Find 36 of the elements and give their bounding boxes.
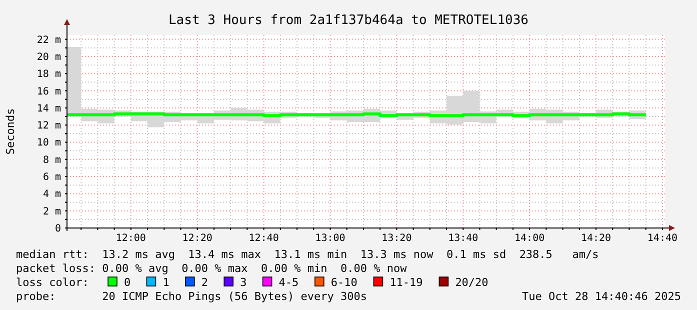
x-tick-label: 13:20 [382,233,412,244]
y-tick-label: 16 m [36,86,61,98]
legend-label: 6-10 [330,276,358,289]
y-tick-label: 12 m [36,120,61,132]
x-tick-label: 12:20 [182,233,212,244]
legend-label: 0 [124,276,131,289]
y-tick-label: 14 m [36,103,61,114]
x-tick-label: 13:40 [448,233,478,244]
x-tick-label: 13:00 [315,233,346,244]
x-tick-label: 12:40 [248,233,279,244]
legend-title: loss color: [16,276,89,289]
text: packet loss: 0.00 % avg 0.00 % max 0.00 % min 0.00 % now [16,262,408,275]
y-tick-label: 2 m [42,206,61,218]
x-tick-label: 14:20 [580,233,612,244]
x-tick-label: 12:00 [116,233,146,244]
chart-title: Last 3 Hours from 2a1f137b464a to METROTEL1036 [168,13,529,28]
y-tick-label: 4 m [42,189,61,200]
text: median rtt: 13.2 ms avg 13.4 ms max 13.1 ms min 13.3 ms now 0.1 ms sd 238.5 am/s [16,248,599,261]
y-tick-label: 22 m [36,34,61,46]
legend-label: 11-19 [390,276,423,289]
text: Tue Oct 28 14:40:46 2025 [522,290,681,303]
y-tick-label: 20 m [36,52,61,63]
legend-label: 20/20 [455,276,488,289]
legend-label: 1 [162,276,170,289]
y-axis-title: Seconds [4,108,17,155]
text: probe: 20 ICMP Echo Pings (56 Bytes) every 300s [16,290,367,303]
legend-label: 3 [240,276,247,289]
y-tick-label: 10 m [36,138,61,149]
y-tick-label: 0 [54,224,61,234]
x-tick-label: 14:40 [647,233,678,244]
legend-label: 2 [201,276,208,289]
y-tick-label: 18 m [36,69,61,80]
x-tick-label: 14:00 [514,233,545,244]
y-tick-label: 6 m [42,172,61,184]
legend-label: 4-5 [278,276,299,289]
y-tick-label: 8 m [42,154,61,166]
